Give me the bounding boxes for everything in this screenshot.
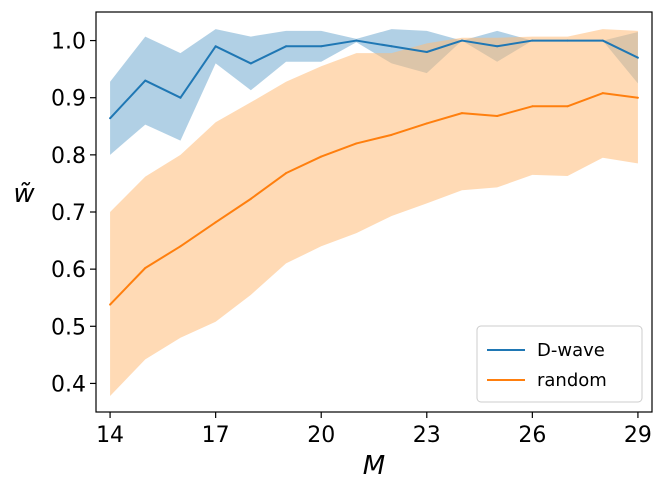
point-d-wave <box>320 45 323 48</box>
legend-box <box>476 325 643 403</box>
point-d-wave <box>425 51 428 53</box>
y-tick-label: 0.9 <box>51 87 86 112</box>
point-random <box>566 105 569 108</box>
point-random <box>144 267 147 269</box>
x-tick-label: 14 <box>96 423 124 448</box>
point-d-wave <box>144 79 147 82</box>
point-random <box>601 92 604 95</box>
y-tick-label: 0.6 <box>51 258 86 283</box>
point-d-wave <box>390 45 393 48</box>
confidence-bands <box>110 29 638 396</box>
y-tick-label: 0.7 <box>51 201 86 226</box>
line-d-wave <box>109 39 639 119</box>
x-tick-label: 23 <box>413 423 441 448</box>
band-d-wave <box>110 29 638 155</box>
point-d-wave <box>460 39 463 42</box>
x-tick-label: 26 <box>518 423 546 448</box>
x-axis-label: M <box>363 451 385 481</box>
point-d-wave <box>531 39 534 42</box>
x-tick-label: 29 <box>624 423 652 448</box>
legend: D-wave random <box>476 325 643 403</box>
point-random <box>179 245 182 248</box>
point-random <box>109 303 112 306</box>
point-random <box>320 155 323 158</box>
point-d-wave <box>496 45 499 48</box>
point-d-wave <box>109 117 112 120</box>
y-tick-label: 0.8 <box>51 144 86 169</box>
point-d-wave <box>214 45 217 48</box>
point-random <box>390 133 393 136</box>
x-tick-label: 17 <box>202 423 230 448</box>
point-d-wave <box>179 96 182 99</box>
point-d-wave <box>601 39 604 42</box>
legend-label-dwave: D-wave <box>537 340 605 361</box>
y-tick-label: 0.4 <box>51 372 86 397</box>
series-lines <box>109 39 639 306</box>
point-d-wave <box>285 45 288 48</box>
point-random <box>425 122 428 125</box>
legend-label-random: random <box>537 370 607 391</box>
point-random <box>214 221 217 224</box>
point-d-wave <box>566 39 569 42</box>
y-axis-label: w̃ <box>13 179 35 209</box>
point-random <box>496 115 499 117</box>
point-d-wave <box>355 39 358 42</box>
point-random <box>285 172 288 175</box>
point-random <box>249 197 252 200</box>
point-random <box>636 96 639 99</box>
band-random <box>110 29 638 396</box>
y-tick-label: 1.0 <box>51 30 86 55</box>
point-d-wave <box>636 56 639 59</box>
line-random <box>109 92 639 306</box>
point-random <box>355 142 358 145</box>
point-d-wave <box>249 62 252 65</box>
y-axis-ticks: 0.4 0.5 0.6 0.7 0.8 0.9 1.0 <box>51 30 96 397</box>
point-random <box>460 112 463 115</box>
point-random <box>531 105 534 108</box>
x-tick-label: 20 <box>307 423 335 448</box>
x-axis-ticks: 14 17 20 23 26 29 <box>96 412 652 448</box>
y-tick-label: 0.5 <box>51 315 86 340</box>
